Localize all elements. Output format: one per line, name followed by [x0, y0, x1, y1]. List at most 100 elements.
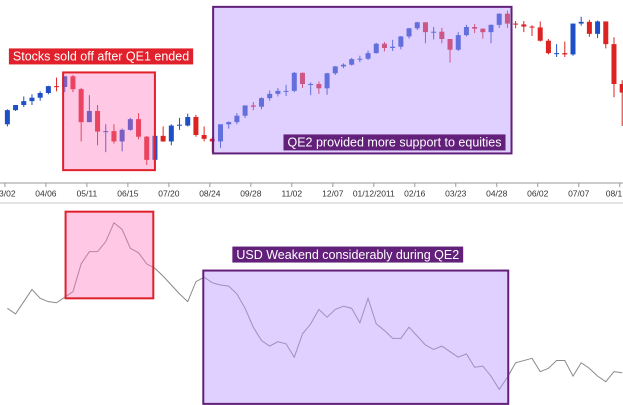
candle-body [242, 105, 248, 116]
annotation-label: Stocks sold off after QE1 ended [13, 50, 189, 64]
candle-body [54, 86, 60, 88]
candle-body [463, 27, 469, 36]
x-tick-label: 06/15 [117, 188, 139, 198]
candle-body [496, 13, 502, 25]
candle-body [111, 131, 117, 142]
candle-body [316, 84, 322, 89]
candle-body [595, 21, 601, 34]
candle-body [258, 98, 264, 107]
candle-body [37, 93, 43, 98]
candle-body [234, 115, 240, 123]
x-tick-label: 03/23 [445, 188, 467, 198]
candle-body [78, 89, 84, 123]
candle-body [86, 111, 92, 123]
candle-body [611, 44, 617, 84]
candle-body [168, 125, 174, 142]
x-tick-label: 07/07 [568, 188, 590, 198]
candle-body [529, 26, 535, 28]
candle-body [291, 72, 297, 91]
candle-body [103, 131, 109, 133]
x-tick-label: 08/1 [606, 188, 623, 198]
candle-body [250, 105, 256, 107]
candle-body [586, 21, 592, 34]
x-tick-label: 12/07 [322, 188, 344, 198]
highlight-box [202, 269, 510, 405]
candle-body [349, 59, 355, 65]
candle-body [201, 135, 207, 139]
candle-body [193, 117, 199, 135]
candle-body [398, 36, 404, 47]
line-series [7, 221, 623, 391]
x-tick-label: 02/16 [404, 188, 426, 198]
candle-body [537, 27, 543, 41]
candle-body [373, 43, 379, 54]
candle-body [62, 76, 68, 87]
candle-body [488, 24, 494, 33]
annotation-label-bg [232, 246, 464, 263]
candle-body [299, 72, 305, 84]
candle-body [480, 28, 486, 33]
x-tick-label: 08/24 [199, 188, 221, 198]
candle-body [570, 23, 576, 55]
candle-body [545, 40, 551, 54]
candle-body [4, 110, 10, 125]
candle-body [447, 39, 453, 50]
candle-body [95, 111, 101, 132]
candle-body [185, 117, 191, 126]
annotation-label: USD Weakend considerably during QE2 [236, 248, 459, 262]
candle-body [136, 119, 142, 137]
candle-body [562, 53, 568, 55]
candle-body [390, 46, 396, 48]
candle-body [29, 97, 35, 102]
annotation-label-bg [283, 134, 506, 151]
x-tick-label: 05/11 [77, 188, 98, 198]
candle-body [578, 21, 584, 24]
candle-body [267, 93, 273, 99]
candle-body [21, 101, 27, 105]
candle-body [357, 58, 363, 60]
candle-body [340, 64, 346, 67]
candle-body [603, 21, 609, 45]
x-tick-label: 06/02 [527, 188, 549, 198]
candle-body [431, 31, 437, 33]
candle-body [422, 22, 428, 33]
candle-body [554, 53, 560, 55]
highlight-box [212, 5, 513, 155]
x-tick-label: 03/02 [0, 188, 16, 198]
candle-body [504, 13, 510, 24]
candle-body [455, 35, 461, 50]
candle-body [13, 105, 19, 111]
candle-body [218, 124, 224, 142]
candle-body [275, 90, 281, 94]
candle-body [144, 136, 150, 160]
highlight-box [64, 210, 155, 300]
candle-body [439, 31, 445, 39]
candle-body [332, 66, 338, 74]
candle-body [70, 76, 76, 90]
x-tick-label: 04/06 [35, 188, 57, 198]
highlight-box [62, 71, 156, 172]
x-tick-label: 07/20 [158, 188, 180, 198]
candle-body [45, 86, 51, 93]
candle-body [365, 53, 371, 59]
candle-body [513, 23, 519, 25]
candle-body [414, 22, 420, 29]
candle-body [521, 24, 527, 27]
x-tick-label: 11/02 [282, 188, 303, 198]
candle-body [127, 119, 133, 130]
candle-body [406, 28, 412, 37]
candle-body [324, 73, 330, 89]
candle-body [283, 90, 289, 92]
candle-body [119, 129, 125, 142]
candle-body [308, 84, 314, 85]
candle-body [619, 84, 623, 93]
annotation-label-bg [8, 48, 194, 65]
annotation-label: QE2 provided more support to equities [288, 136, 502, 150]
x-tick-label: 09/28 [240, 188, 262, 198]
candle-body [472, 27, 478, 29]
x-tick-label: 04/28 [486, 188, 508, 198]
x-tick-label: 01/12/2011 [353, 188, 395, 198]
candle-body [177, 124, 183, 126]
